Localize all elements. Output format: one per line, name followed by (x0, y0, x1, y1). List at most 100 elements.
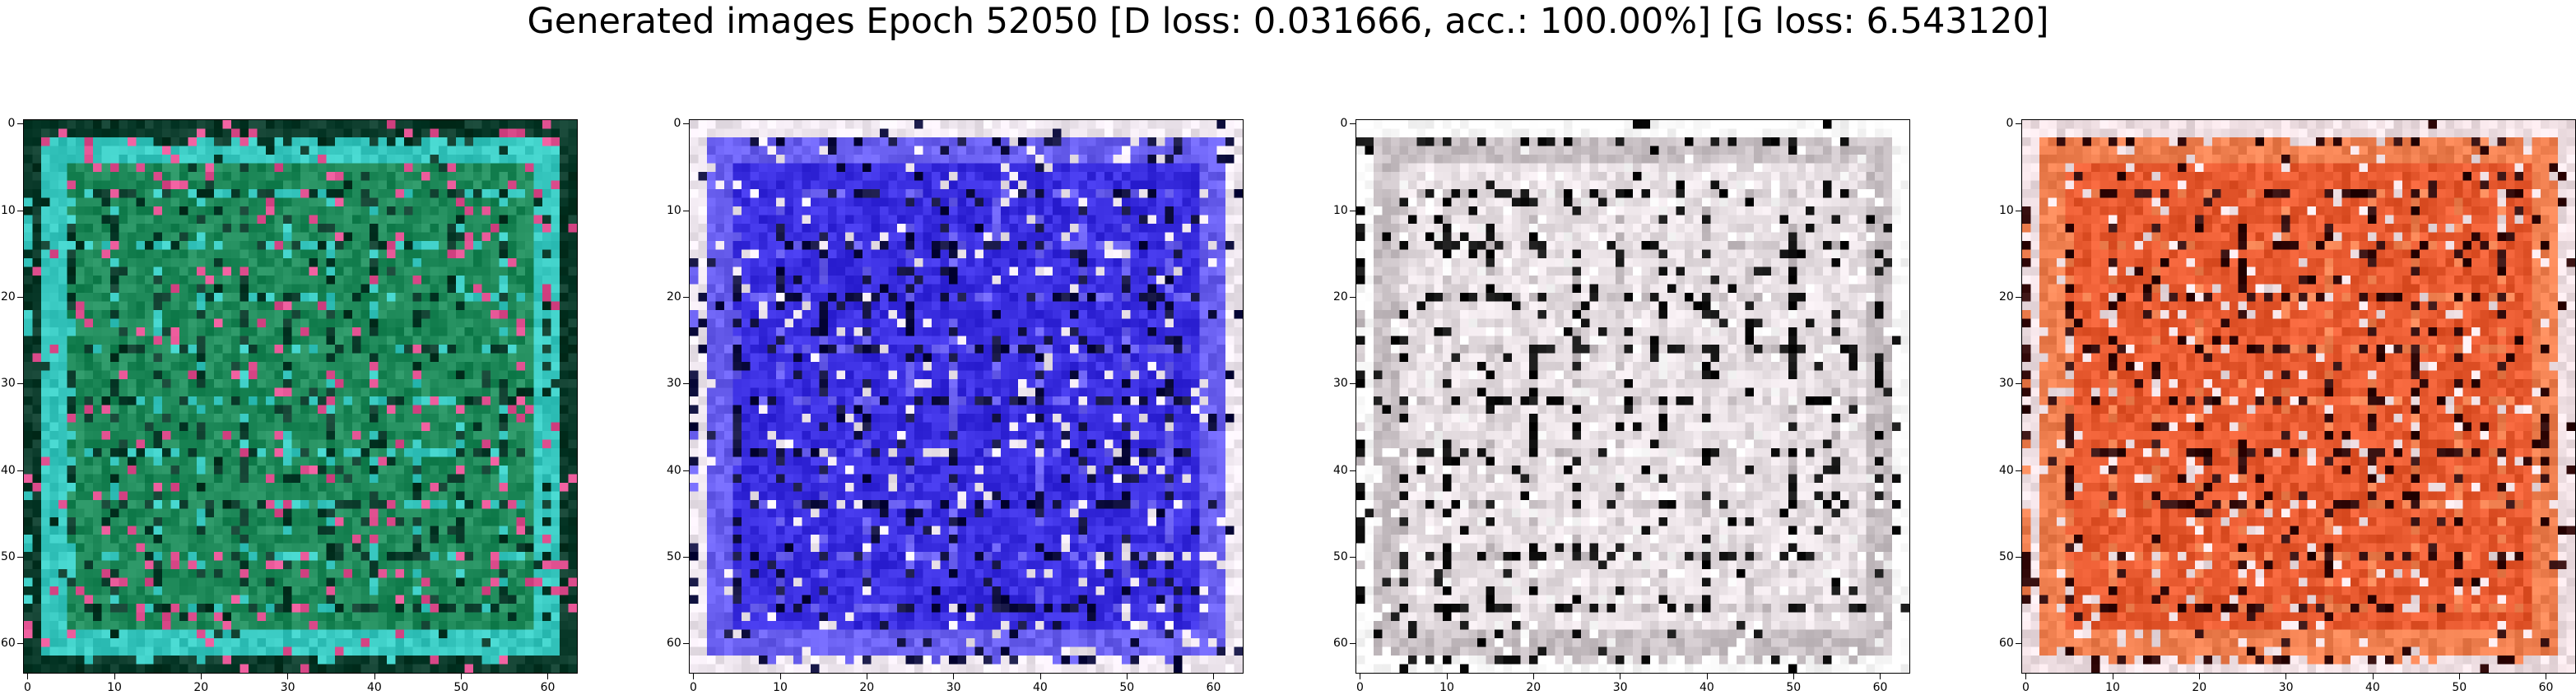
x-tick (1039, 674, 1041, 679)
x-tick-label: 60 (1872, 681, 1888, 694)
y-tick-label: 0 (2006, 117, 2014, 131)
y-tick (2016, 383, 2021, 385)
generated-image-4 (2021, 119, 2576, 674)
y-tick-label: 50 (1, 549, 16, 563)
x-tick (27, 674, 29, 679)
y-tick (1350, 556, 1355, 558)
generated-image-1 (23, 119, 578, 674)
x-tick-label: 10 (2105, 681, 2120, 694)
x-tick-label: 10 (773, 681, 788, 694)
y-tick (17, 643, 23, 645)
y-tick-label: 30 (1333, 377, 1348, 391)
x-tick (779, 674, 781, 679)
x-tick (1213, 674, 1215, 679)
x-tick-label: 40 (1700, 681, 1714, 694)
x-tick (460, 674, 462, 679)
x-tick (1793, 674, 1794, 679)
y-tick-label: 40 (1333, 463, 1348, 477)
generated-image-4-pixels (2022, 120, 2575, 673)
y-tick-label: 10 (1333, 203, 1348, 217)
y-tick (683, 296, 689, 298)
generated-image-1-pixels (24, 120, 577, 673)
x-tick-label: 10 (107, 681, 122, 694)
y-tick-label: 10 (1, 203, 16, 217)
generated-image-3 (1355, 119, 1910, 674)
x-tick-label: 60 (2538, 681, 2554, 694)
x-tick-label: 60 (540, 681, 556, 694)
y-tick-label: 30 (667, 377, 681, 391)
x-tick (1126, 674, 1128, 679)
x-tick-label: 40 (367, 681, 382, 694)
y-tick (683, 556, 689, 558)
y-tick (17, 556, 23, 558)
x-tick-label: 40 (2365, 681, 2380, 694)
x-tick (1706, 674, 1708, 679)
y-tick (683, 643, 689, 645)
y-tick-label: 50 (667, 549, 681, 563)
y-tick-label: 60 (1333, 637, 1348, 651)
y-tick (17, 123, 23, 125)
x-tick-label: 30 (946, 681, 961, 694)
y-tick-label: 0 (7, 117, 16, 131)
x-tick-label: 20 (1526, 681, 1541, 694)
y-tick (683, 383, 689, 385)
y-tick (2016, 123, 2021, 125)
generated-image-3-pixels (1356, 120, 1909, 673)
x-tick (374, 674, 375, 679)
x-tick (2198, 674, 2200, 679)
y-tick-label: 40 (1999, 463, 2014, 477)
y-tick (1350, 123, 1355, 125)
y-tick (1350, 470, 1355, 471)
x-tick (2458, 674, 2460, 679)
y-tick (683, 470, 689, 471)
x-tick-label: 0 (24, 681, 31, 694)
y-tick (1350, 643, 1355, 645)
x-tick-label: 50 (453, 681, 469, 694)
y-tick-label: 20 (667, 290, 681, 303)
y-tick-label: 20 (1333, 290, 1348, 303)
x-tick (2285, 674, 2287, 679)
y-tick-label: 10 (1999, 203, 2014, 217)
x-tick (200, 674, 202, 679)
x-tick-label: 50 (1119, 681, 1135, 694)
x-tick-label: 30 (280, 681, 295, 694)
x-tick-label: 20 (859, 681, 875, 694)
y-tick-label: 20 (1, 290, 16, 303)
x-tick-label: 30 (1612, 681, 1628, 694)
y-tick-label: 40 (667, 463, 681, 477)
x-tick (2025, 674, 2027, 679)
y-tick (17, 383, 23, 385)
generated-image-2 (689, 119, 1244, 674)
y-tick (2016, 556, 2021, 558)
y-tick-label: 30 (1999, 377, 2014, 391)
y-tick-label: 40 (1, 463, 16, 477)
y-tick-label: 0 (1340, 117, 1348, 131)
y-tick-label: 10 (667, 203, 681, 217)
y-tick-label: 20 (1999, 290, 2014, 303)
x-tick (1880, 674, 1881, 679)
x-tick-label: 0 (1356, 681, 1364, 694)
figure-title: Generated images Epoch 52050 [D loss: 0.… (527, 1, 2049, 42)
y-tick-label: 60 (667, 637, 681, 651)
x-tick-label: 20 (193, 681, 209, 694)
x-tick-label: 40 (1033, 681, 1048, 694)
x-tick (1532, 674, 1534, 679)
x-tick-label: 50 (2452, 681, 2467, 694)
y-tick (2016, 643, 2021, 645)
y-tick-label: 30 (1, 377, 16, 391)
x-tick (693, 674, 695, 679)
x-tick (547, 674, 549, 679)
y-tick (17, 296, 23, 298)
y-tick-label: 50 (1999, 549, 2014, 563)
y-tick (683, 123, 689, 125)
x-tick-label: 0 (2022, 681, 2030, 694)
y-tick-label: 50 (1333, 549, 1348, 563)
x-tick (953, 674, 955, 679)
y-tick-label: 60 (1999, 637, 2014, 651)
x-tick (2372, 674, 2374, 679)
x-tick-label: 50 (1786, 681, 1802, 694)
x-tick (1446, 674, 1448, 679)
x-tick-label: 60 (1206, 681, 1221, 694)
y-tick (17, 470, 23, 471)
y-tick-label: 0 (673, 117, 681, 131)
